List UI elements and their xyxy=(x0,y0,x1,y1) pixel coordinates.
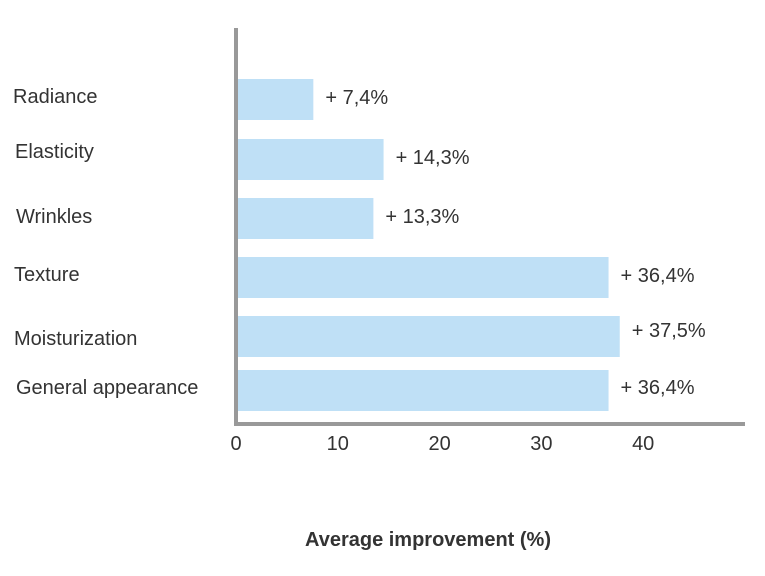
category-label-1: Elasticity xyxy=(15,141,94,163)
value-label-3: + 36,4% xyxy=(621,265,695,287)
bar-5 xyxy=(238,370,609,411)
value-label-5: + 36,4% xyxy=(621,377,695,399)
value-label-4: + 37,5% xyxy=(632,320,706,342)
value-label-0: + 7,4% xyxy=(325,87,388,109)
value-label-1: + 14,3% xyxy=(396,147,470,169)
x-tick-label-0: 0 xyxy=(230,433,241,455)
x-tick-labels-group: 0 10 20 30 40 xyxy=(230,433,654,455)
category-label-5: General appearance xyxy=(16,377,198,399)
category-label-3: Texture xyxy=(14,264,80,286)
x-tick-label-3: 30 xyxy=(530,433,552,455)
x-axis-title: Average improvement (%) xyxy=(305,529,551,551)
bar-3 xyxy=(238,257,609,298)
bars-group xyxy=(238,79,620,411)
x-tick-label-4: 40 xyxy=(632,433,654,455)
x-tick-label-2: 20 xyxy=(428,433,450,455)
value-labels-group: + 7,4% + 14,3% + 13,3% + 36,4% + 37,5% + 36,4… xyxy=(325,87,706,399)
bar-4 xyxy=(238,316,620,357)
bar-2 xyxy=(238,198,374,239)
bar-1 xyxy=(238,139,384,180)
bar-0 xyxy=(238,79,314,120)
x-tick-label-1: 10 xyxy=(327,433,349,455)
category-label-4: Moisturization xyxy=(14,328,137,350)
category-label-2: Wrinkles xyxy=(16,206,92,228)
category-labels-group: Radiance Elasticity Wrinkles Texture Moistur… xyxy=(13,86,198,399)
value-label-2: + 13,3% xyxy=(385,206,459,228)
category-label-0: Radiance xyxy=(13,86,98,108)
